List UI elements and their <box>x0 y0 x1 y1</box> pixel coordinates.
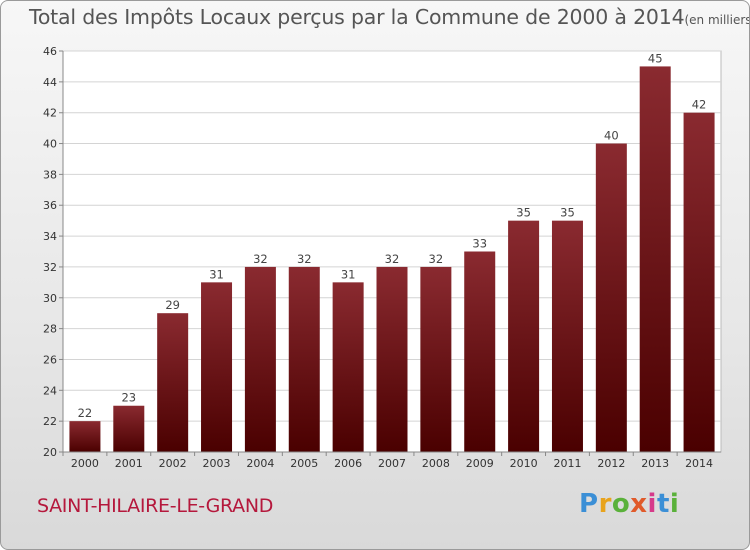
x-tick-label: 2006 <box>334 457 362 470</box>
bar <box>508 220 540 452</box>
data-label: 29 <box>165 298 180 312</box>
data-label: 32 <box>297 252 312 266</box>
x-tick-label: 2009 <box>466 457 494 470</box>
logo-letter: r <box>598 489 612 519</box>
data-label: 32 <box>429 252 444 266</box>
y-tick-label: 22 <box>43 415 57 428</box>
bar <box>420 266 452 452</box>
chart-title-text: Total des Impôts Locaux perçus par la Co… <box>29 5 685 29</box>
y-tick-label: 44 <box>43 76 57 89</box>
data-label: 35 <box>516 206 531 220</box>
y-tick-label: 36 <box>43 199 57 212</box>
y-tick-label: 28 <box>43 323 57 336</box>
bar <box>244 266 276 452</box>
bar <box>288 266 320 452</box>
x-tick-label: 2004 <box>246 457 274 470</box>
y-tick-label: 24 <box>43 384 57 397</box>
data-label: 35 <box>560 206 575 220</box>
bar <box>376 266 408 452</box>
bar <box>595 143 627 453</box>
y-tick-label: 30 <box>43 292 57 305</box>
x-tick-label: 2005 <box>290 457 318 470</box>
x-tick-label: 2007 <box>378 457 406 470</box>
y-tick-label: 26 <box>43 353 57 366</box>
bar <box>69 421 101 452</box>
data-label: 23 <box>121 391 136 405</box>
y-tick-label: 38 <box>43 168 57 181</box>
chart-unit: (en milliers d'€) <box>684 13 750 27</box>
x-tick-label: 2002 <box>159 457 187 470</box>
logo-letter: t <box>656 489 670 519</box>
bar <box>157 313 189 452</box>
proxiti-logo: Proxiti <box>579 489 679 519</box>
x-tick-label: 2013 <box>641 457 669 470</box>
bar <box>683 112 715 452</box>
data-label: 32 <box>385 252 400 266</box>
y-tick-label: 46 <box>43 45 57 58</box>
logo-letter: o <box>611 489 631 519</box>
bar <box>464 251 496 452</box>
bar <box>201 282 233 452</box>
x-tick-label: 2001 <box>115 457 143 470</box>
logo-letter: P <box>579 489 599 519</box>
x-tick-label: 2014 <box>685 457 713 470</box>
data-label: 22 <box>78 406 93 420</box>
logo-letter: i <box>647 489 657 519</box>
x-tick-label: 2000 <box>71 457 99 470</box>
logo-letter: i <box>669 489 680 519</box>
x-tick-label: 2011 <box>553 457 581 470</box>
data-label: 31 <box>341 267 356 281</box>
y-tick-label: 42 <box>43 107 57 120</box>
y-tick-label: 20 <box>43 446 57 459</box>
commune-name: SAINT-HILAIRE-LE-GRAND <box>37 495 274 517</box>
y-tick-label: 32 <box>43 261 57 274</box>
y-tick-label: 40 <box>43 138 57 151</box>
bar <box>551 220 583 452</box>
chart-title: Total des Impôts Locaux perçus par la Co… <box>29 5 750 29</box>
bar <box>639 66 671 452</box>
bar <box>113 405 145 452</box>
bar <box>332 282 364 452</box>
data-label: 40 <box>604 129 619 143</box>
data-label: 45 <box>648 51 663 65</box>
data-label: 42 <box>692 98 707 112</box>
x-tick-label: 2008 <box>422 457 450 470</box>
x-tick-label: 2012 <box>597 457 625 470</box>
data-label: 31 <box>209 267 224 281</box>
data-label: 33 <box>472 237 487 251</box>
x-tick-label: 2003 <box>203 457 231 470</box>
x-tick-label: 2010 <box>510 457 538 470</box>
y-tick-label: 34 <box>43 230 57 243</box>
logo-letter: x <box>630 489 648 519</box>
data-label: 32 <box>253 252 268 266</box>
